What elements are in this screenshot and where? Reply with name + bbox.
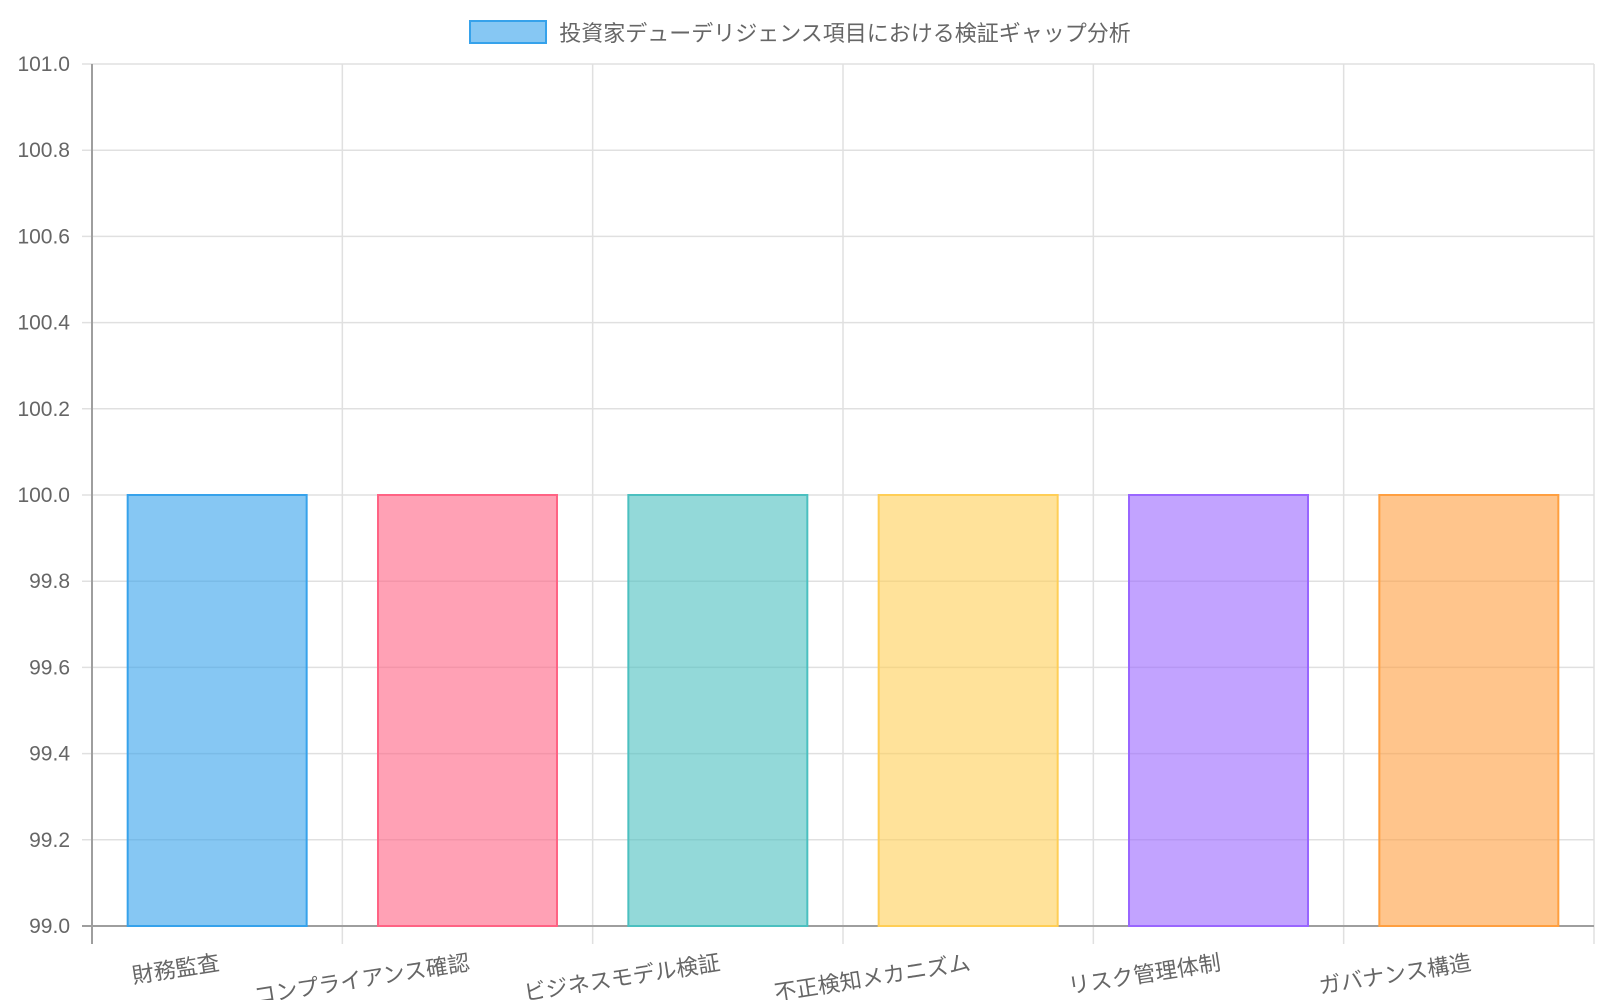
y-tick-label: 100.2 <box>17 398 70 421</box>
legend[interactable]: 投資家デューデリジェンス項目における検証ギャップ分析 <box>0 16 1600 48</box>
grid-lines <box>82 63 1595 944</box>
bar[interactable] <box>1378 494 1560 927</box>
x-tick-label: リスク管理体制 <box>1067 951 1223 1000</box>
y-tick-label: 99.0 <box>29 915 70 938</box>
y-tick-label: 100.8 <box>17 139 70 162</box>
x-tick-label: 不正検知メカニズム <box>773 951 972 1000</box>
bar[interactable] <box>627 494 809 927</box>
bar[interactable] <box>1128 494 1309 927</box>
x-tick-label: ビジネスモデル検証 <box>522 951 721 1000</box>
bar[interactable] <box>877 494 1059 927</box>
y-tick-label: 99.2 <box>29 829 70 852</box>
y-axis-ticks: 99.0 99.2 99.4 99.6 99.8 100.0 100.2 100.4 100.6… <box>17 53 70 938</box>
y-tick-label: 99.4 <box>29 743 70 766</box>
y-tick-label: 99.6 <box>29 656 70 679</box>
y-tick-label: 100.0 <box>17 484 70 507</box>
y-tick-label: 100.4 <box>17 312 70 335</box>
x-tick-label: ガバナンス構造 <box>1317 951 1473 1000</box>
bar[interactable] <box>377 494 558 927</box>
y-tick-label: 101.0 <box>17 53 70 76</box>
x-tick-label: コンプライアンス確認 <box>252 951 471 1000</box>
axes <box>82 64 1594 944</box>
x-axis-ticks: 財務監査 コンプライアンス確認 ビジネスモデル検証 不正検知メカニズム リスク管理体制 ガ… <box>130 951 1473 1000</box>
y-tick-label: 99.8 <box>29 570 70 593</box>
bar[interactable] <box>126 494 308 927</box>
bars <box>126 494 1560 927</box>
legend-label: 投資家デューデリジェンス項目における検証ギャップ分析 <box>559 22 1131 47</box>
legend-swatch <box>469 20 548 44</box>
x-tick-label: 財務監査 <box>130 951 221 989</box>
y-tick-label: 100.6 <box>17 225 70 248</box>
